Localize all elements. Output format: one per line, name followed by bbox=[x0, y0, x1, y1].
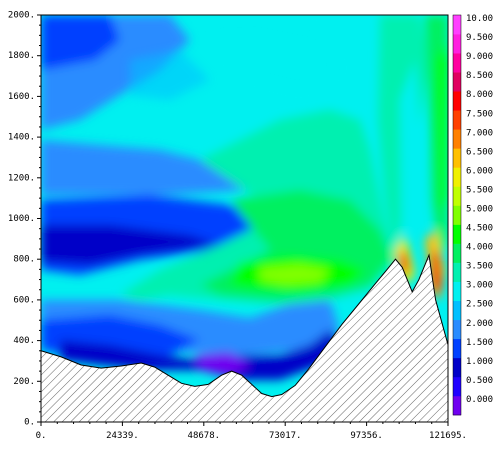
x-tick-label: 73017. bbox=[269, 431, 302, 441]
colorbar-label: 9.000 bbox=[466, 52, 493, 62]
colorbar-label: 3.500 bbox=[466, 262, 493, 272]
colorbar-label: 5.000 bbox=[466, 205, 493, 215]
y-tick-label: 1000. bbox=[8, 214, 35, 224]
colorbar-label: 7.500 bbox=[466, 109, 493, 119]
y-tick-label: 800. bbox=[13, 255, 35, 265]
x-tick-label: 0. bbox=[36, 431, 47, 441]
x-axis: 0. 24339. 48678. 73017. 97356. 121695. bbox=[36, 422, 467, 441]
colorbar-swatch bbox=[453, 357, 461, 378]
colorbar-swatch bbox=[453, 319, 461, 340]
colorbar-label: 1.500 bbox=[466, 338, 493, 348]
x-tick-label: 48678. bbox=[188, 431, 221, 441]
colorbar-swatch bbox=[453, 224, 461, 244]
colorbar-frame bbox=[452, 14, 462, 416]
colorbar-swatch bbox=[453, 376, 461, 397]
colorbar-label: 7.000 bbox=[466, 128, 493, 138]
colorbar-swatch bbox=[453, 300, 461, 321]
colorbar-swatch bbox=[453, 167, 461, 187]
colorbar-swatch bbox=[453, 91, 461, 111]
y-tick-label: 0. bbox=[24, 418, 35, 428]
colorbar-swatch bbox=[453, 148, 461, 168]
y-tick-label: 1600. bbox=[8, 92, 35, 102]
colorbar-label: 4.500 bbox=[466, 224, 493, 234]
y-tick-label: 2000. bbox=[8, 11, 35, 21]
y-tick-label: 1400. bbox=[8, 133, 35, 143]
colorbar-swatch bbox=[453, 34, 461, 54]
colorbar-label: 4.000 bbox=[466, 243, 493, 253]
y-tick-label: 1200. bbox=[8, 173, 35, 183]
x-tick-label: 121695. bbox=[429, 431, 467, 441]
x-tick-label: 24339. bbox=[106, 431, 139, 441]
y-tick-label: 200. bbox=[13, 377, 35, 387]
colorbar-swatch bbox=[453, 72, 461, 92]
colorbar-label: 8.500 bbox=[466, 71, 493, 81]
colorbar-swatch bbox=[453, 129, 461, 149]
colorbar-swatch bbox=[453, 338, 461, 359]
colorbar-label: 5.500 bbox=[466, 185, 493, 195]
y-tick-label: 600. bbox=[13, 295, 35, 305]
contour-field bbox=[41, 15, 448, 422]
terrain bbox=[40, 253, 449, 423]
colorbar-label: 10.00 bbox=[466, 14, 493, 24]
colorbar-swatch bbox=[453, 53, 461, 73]
colorbar-label: 3.000 bbox=[466, 281, 493, 291]
terrain-hatch bbox=[40, 253, 449, 423]
x-tick-label: 97356. bbox=[350, 431, 383, 441]
colorbar-label: 9.500 bbox=[466, 33, 493, 43]
colorbar-label: 6.500 bbox=[466, 147, 493, 157]
colorbar-swatch bbox=[453, 395, 461, 416]
colorbar-swatch bbox=[453, 205, 461, 225]
colorbar-swatch bbox=[453, 110, 461, 130]
colorbar-swatch bbox=[453, 281, 461, 302]
colorbar-label: 2.500 bbox=[466, 300, 493, 310]
colorbar-swatch bbox=[453, 243, 461, 263]
colorbar-swatch bbox=[453, 15, 461, 35]
y-axis: 0. 200. 400. 600. 800. 1000. 1200. 1400. 1600. 18… bbox=[8, 11, 41, 428]
colorbar-label: 0.000 bbox=[466, 395, 493, 405]
y-tick-label: 1800. bbox=[8, 51, 35, 61]
colorbar-label: 2.000 bbox=[466, 319, 493, 329]
colorbar-label: 6.000 bbox=[466, 166, 493, 176]
colorbar: 0.000 0.500 1.000 1.500 2.000 2.500 3.000 3.500… bbox=[452, 14, 493, 416]
y-tick-label: 400. bbox=[13, 336, 35, 346]
colorbar-swatch bbox=[453, 262, 461, 282]
colorbar-label: 0.500 bbox=[466, 376, 493, 386]
colorbar-label: 1.000 bbox=[466, 357, 493, 367]
colorbar-swatch bbox=[453, 186, 461, 206]
colorbar-label: 8.000 bbox=[466, 90, 493, 100]
